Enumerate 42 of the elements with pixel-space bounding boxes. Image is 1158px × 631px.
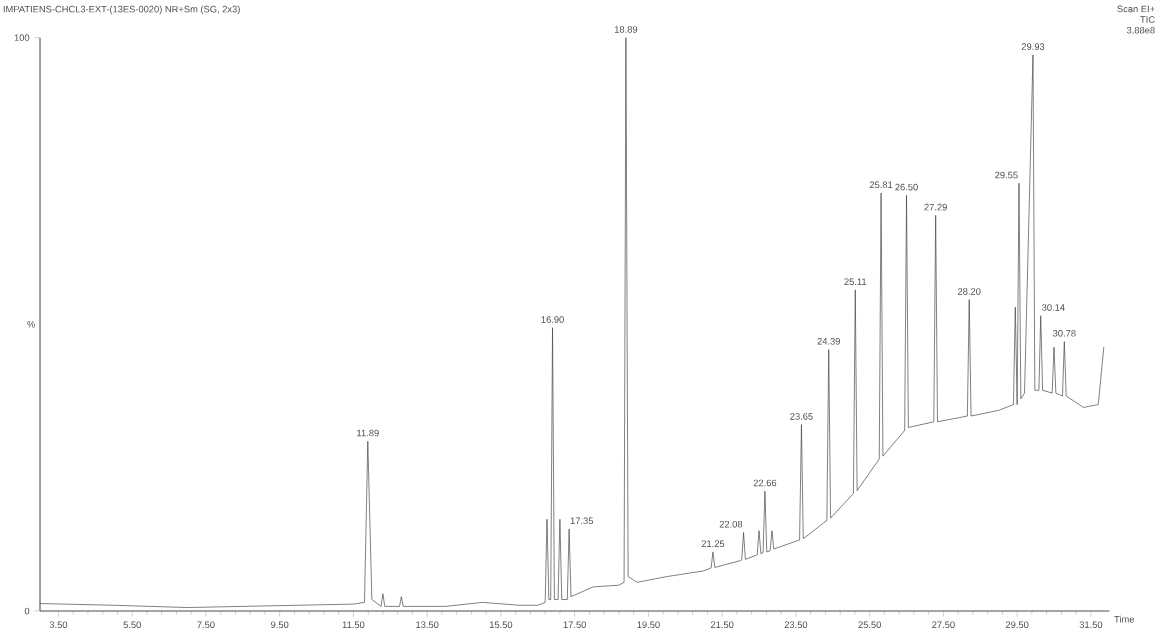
x-tick-label: 21.50 [710, 621, 734, 628]
text: 3.88e8 [1126, 26, 1155, 34]
annotation: 22.66 [753, 479, 777, 487]
y-tick-label: 0 [24, 607, 30, 615]
x-tick-label: 7.50 [197, 621, 215, 628]
x-tick-label: 11.50 [342, 621, 365, 628]
annotation: 16.90 [541, 316, 564, 323]
annotation: 25.81 [869, 181, 893, 189]
line-series [39, 37, 1105, 608]
annotation: 30.78 [1053, 329, 1076, 337]
annotation: 28.20 [957, 288, 981, 295]
annotation: 17.35 [570, 517, 594, 525]
x-tick-label: 17.50 [563, 621, 586, 628]
annotation: 18.89 [614, 26, 638, 33]
annotation: 27.29 [924, 203, 947, 211]
annotation: 23.65 [790, 413, 813, 420]
annotation: 30.14 [1042, 304, 1065, 311]
annotation: 29.55 [995, 171, 1018, 179]
annotation: 26.50 [895, 183, 918, 191]
x-tick-label: 3.50 [49, 621, 68, 628]
x-tick-label: 29.50 [1005, 621, 1029, 628]
annotation: 11.89 [357, 429, 379, 437]
x-tick-label: 23.50 [784, 621, 808, 628]
x-tick-label: 15.50 [489, 621, 513, 628]
x-tick-label: 31.50 [1079, 621, 1103, 628]
x-axis-title: Time [1114, 615, 1135, 623]
x-tick-label: 19.50 [637, 621, 660, 628]
x-tick-label: 9.50 [271, 621, 289, 628]
annotation: 21.25 [701, 540, 725, 547]
y-axis-title: % [27, 321, 35, 328]
annotation: 29.93 [1021, 43, 1045, 50]
x-tick-label: 5.50 [123, 621, 141, 628]
annotation: 24.39 [817, 338, 840, 345]
annotation: 22.08 [719, 520, 743, 528]
text: TIC [1140, 16, 1155, 23]
chart-title: IMPATIENS-CHCL3-EXT-(13ES-0020) NR+Sm (SG, 2x3) [3, 5, 240, 15]
text: Scan EI+ [1117, 5, 1155, 13]
x-tick-label: 27.50 [932, 621, 955, 628]
x-tick-label: 25.50 [858, 621, 881, 628]
x-tick-label: 13.50 [416, 621, 439, 628]
annotation: 25.11 [844, 278, 867, 285]
y-tick-label: 100 [14, 34, 30, 41]
